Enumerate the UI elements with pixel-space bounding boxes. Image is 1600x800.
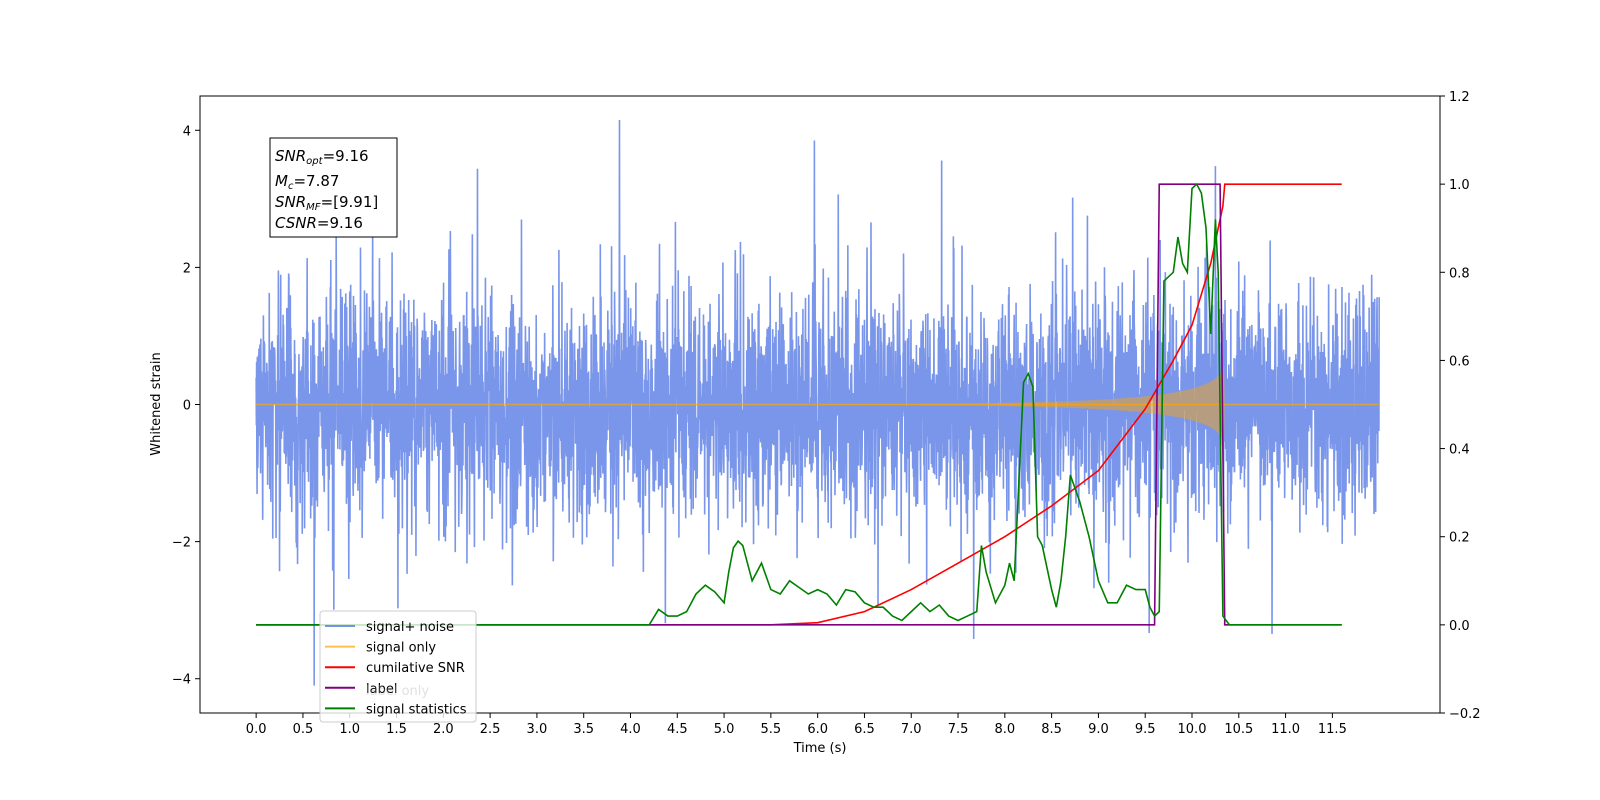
y-tick-label: −4	[172, 673, 191, 688]
y2-tick-label: 1.0	[1449, 178, 1470, 193]
info-chirp-mass: Mc=7.87	[275, 172, 339, 192]
y2-tick-label: 1.2	[1449, 90, 1470, 105]
legend-label: cumilative SNR	[366, 661, 465, 676]
x-tick-label: 8.5	[1041, 722, 1062, 737]
signal-noise-line	[255, 120, 1380, 686]
x-tick-label: 7.0	[901, 722, 922, 737]
y2-tick-label: −0.2	[1449, 707, 1481, 722]
x-tick-label: 5.5	[761, 722, 782, 737]
signal-statistics-line	[256, 182, 1342, 626]
x-tick-label: 10.5	[1224, 722, 1253, 737]
x-tick-label: 1.5	[386, 722, 407, 737]
x-tick-label: 2.0	[433, 722, 454, 737]
y2-tick-label: 0.0	[1449, 619, 1470, 634]
x-tick-label: 11.0	[1271, 722, 1300, 737]
x-tick-label: 2.5	[480, 722, 501, 737]
y-tick-label: 0	[183, 399, 191, 414]
x-tick-label: 0.0	[246, 722, 267, 737]
info-snr-mf: SNRMF=[9.91]	[275, 193, 378, 213]
x-tick-label: 9.5	[1135, 722, 1156, 737]
x-axis-label: Time (s)	[793, 741, 847, 756]
y-axis-label: Whitened strain	[149, 352, 164, 455]
right-axis-series	[256, 182, 1342, 626]
x-tick-label: 10.0	[1178, 722, 1207, 737]
x-tick-label: 4.5	[667, 722, 688, 737]
info-box: SNRopt=9.16 Mc=7.87 SNRMF=[9.91] CSNR=9.…	[269, 137, 398, 238]
x-tick-label: 1.0	[339, 722, 360, 737]
info-snr-opt: SNRopt=9.16	[275, 147, 369, 167]
legend-frame	[319, 610, 477, 723]
y2-tick-label: 0.6	[1449, 354, 1470, 369]
legend-label: label	[366, 682, 397, 697]
y2-tick-label: 0.8	[1449, 266, 1470, 281]
x-axis: 0.0 0.5 1.0 1.5 2.0 2.5 3.0 3.5 4.0 4.5 5.0 5.5 6.0 6…	[246, 713, 1347, 737]
x-tick-label: 8.0	[994, 722, 1015, 737]
signal-noise-series	[255, 120, 1380, 686]
x-tick-label: 0.5	[293, 722, 314, 737]
y2-tick-label: 0.4	[1449, 443, 1470, 458]
info-csnr: CSNR=9.16	[275, 214, 363, 232]
legend-label: signal+ noise	[366, 620, 454, 635]
legend-label: signal only	[366, 641, 436, 656]
y-tick-label: 2	[183, 261, 191, 276]
legend-label: signal statistics	[366, 702, 467, 717]
y-tick-label: −2	[172, 536, 191, 551]
y-axis-right: −0.2 0.0 0.2 0.4 0.6 0.8 1.0 1.2	[1440, 90, 1481, 722]
y2-tick-label: 0.2	[1449, 531, 1470, 546]
y-tick-label: 4	[183, 124, 191, 139]
x-tick-label: 6.5	[854, 722, 875, 737]
x-tick-label: 9.0	[1088, 722, 1109, 737]
x-tick-label: 6.0	[807, 722, 828, 737]
x-tick-label: 4.0	[620, 722, 641, 737]
legend: signal+ noise signal only cumilative SNR la…	[319, 610, 477, 723]
x-tick-label: 3.0	[527, 722, 548, 737]
signal-only-series	[256, 365, 1380, 444]
y-axis-left: −4 −2 0 2 4	[172, 124, 200, 688]
x-tick-label: 11.5	[1318, 722, 1347, 737]
info-box-frame	[269, 137, 398, 238]
x-tick-label: 3.5	[573, 722, 594, 737]
x-tick-label: 7.5	[948, 722, 969, 737]
x-tick-label: 5.0	[714, 722, 735, 737]
legend-label-faded: label only	[366, 684, 429, 699]
